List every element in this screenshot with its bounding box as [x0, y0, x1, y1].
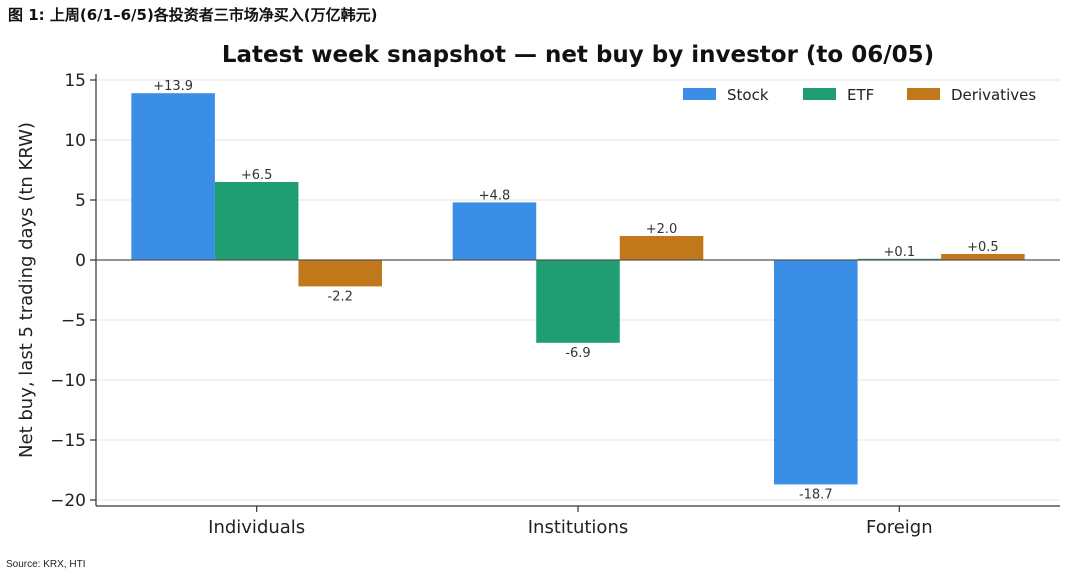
data-label: +13.9 — [153, 79, 193, 94]
data-labels: +13.9 +6.5 -2.2 +4.8 -6.9 +2.0 -18.7 +0.1 +0.5 — [153, 79, 998, 502]
x-ticks: Individuals Institutions Foreign — [208, 506, 933, 538]
x-tick-label: Individuals — [208, 517, 305, 538]
y-ticks: 15 10 5 0 −5 −10 −15 −20 — [50, 71, 96, 511]
data-label: -18.7 — [799, 487, 833, 502]
x-tick-label: Institutions — [528, 517, 628, 538]
chart-title: Latest week snapshot — net buy by invest… — [222, 42, 934, 68]
bar-derivatives-institutions — [619, 236, 704, 260]
y-tick-label: −15 — [50, 431, 86, 451]
legend: Stock ETF Derivatives — [683, 86, 1036, 104]
y-tick-label: −5 — [61, 311, 86, 331]
data-label: +0.5 — [967, 240, 999, 255]
source-note: Source: KRX, HTI — [6, 559, 86, 570]
y-tick-label: 0 — [75, 251, 86, 271]
y-tick-label: 10 — [64, 131, 86, 151]
legend-swatch-stock — [683, 88, 716, 100]
legend-label-derivatives: Derivatives — [951, 86, 1036, 104]
data-label: +4.8 — [479, 188, 511, 203]
legend-label-stock: Stock — [727, 86, 769, 104]
y-tick-label: 15 — [64, 71, 86, 91]
y-tick-label: 5 — [75, 191, 86, 211]
y-axis-label: Net buy, last 5 trading days (tn KRW) — [16, 122, 37, 458]
data-label: +0.1 — [884, 245, 916, 260]
data-label: -2.2 — [328, 289, 353, 304]
x-tick-label: Foreign — [866, 517, 933, 538]
bar-derivatives-individuals — [298, 260, 382, 287]
y-tick-label: −10 — [50, 371, 86, 391]
data-label: +2.0 — [646, 222, 678, 237]
legend-label-etf: ETF — [847, 86, 874, 104]
figure-caption: 图 1: 上周(6/1–6/5)各投资者三市场净买入(万亿韩元) — [8, 6, 378, 24]
legend-swatch-etf — [803, 88, 836, 100]
bar-etf-individuals — [214, 182, 299, 260]
data-label: -6.9 — [565, 346, 590, 361]
legend-swatch-derivatives — [907, 88, 940, 100]
bar-stock-individuals — [131, 93, 215, 260]
bar-stock-foreign — [774, 260, 858, 485]
bar-etf-institutions — [536, 260, 620, 343]
y-tick-label: −20 — [50, 491, 86, 511]
bars — [131, 93, 1025, 485]
bar-derivatives-foreign — [941, 254, 1025, 260]
data-label: +6.5 — [241, 168, 273, 183]
bar-stock-institutions — [452, 202, 537, 260]
